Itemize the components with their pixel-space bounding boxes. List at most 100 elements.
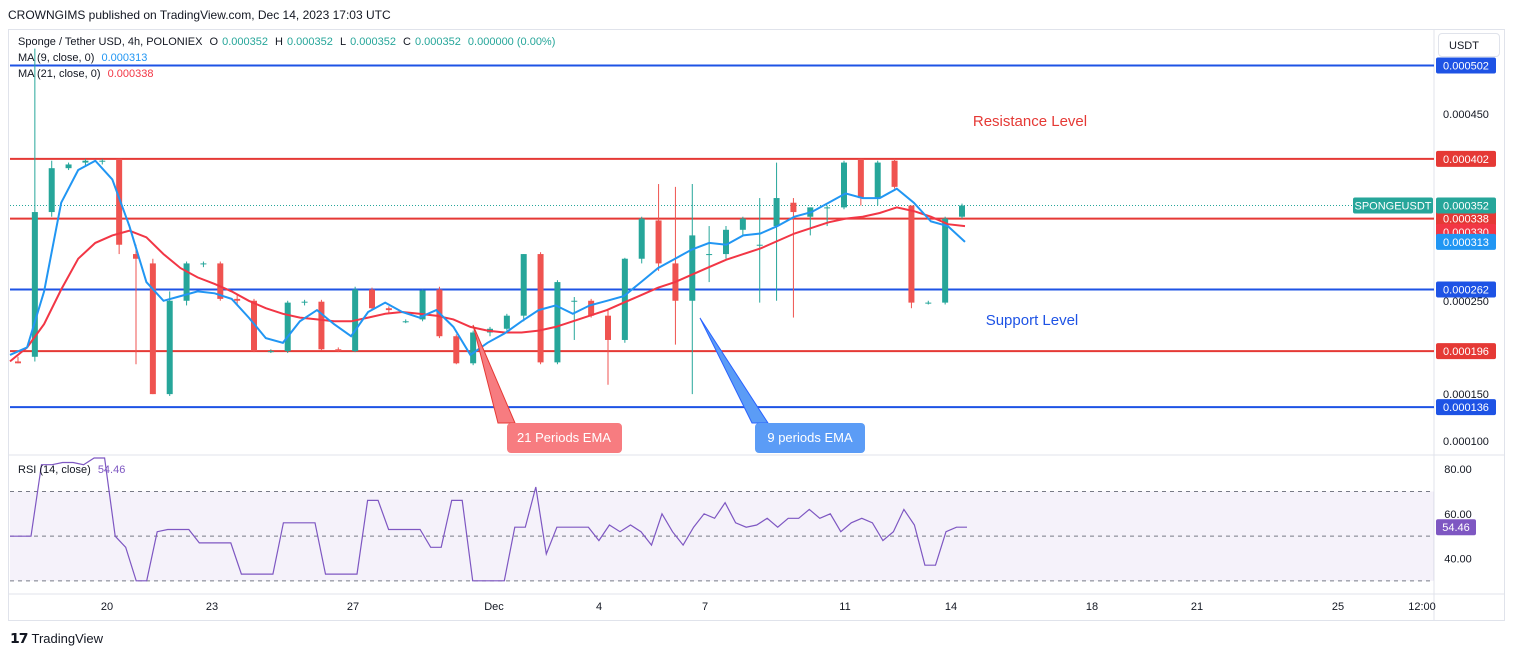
rsi-legend: RSI (14, close) 54.46 — [18, 464, 129, 476]
candle-body — [790, 202, 797, 213]
candle-body — [166, 300, 173, 395]
candle-body — [756, 244, 763, 246]
candle-body — [133, 254, 139, 259]
ma9-legend: MA (9, close, 0) 0.000313 — [18, 52, 151, 64]
time-tick-label: Dec — [484, 601, 504, 613]
ohlc-c-value: 0.000352 — [414, 36, 461, 48]
candle-body — [470, 332, 477, 364]
price-badge-label: 0.000313 — [1443, 237, 1489, 249]
candle-body — [385, 308, 392, 311]
tradingview-mark-icon: 𝟭𝟳 — [10, 630, 29, 646]
level-badge-label: 0.000262 — [1443, 285, 1489, 297]
symbol-legend: Sponge / Tether USD, 4h, POLONIEX O 0.000… — [18, 36, 559, 48]
symbol-name: Sponge / Tether USD, 4h, POLONIEX — [18, 36, 203, 48]
time-tick-label: 18 — [1086, 601, 1098, 613]
rsi-value: 54.46 — [97, 464, 126, 476]
candle-body — [402, 321, 409, 323]
candle-body — [874, 162, 881, 199]
candle-body — [723, 229, 729, 255]
candle-body — [908, 205, 915, 303]
time-tick-label: 27 — [347, 601, 359, 613]
candle-body — [554, 282, 561, 363]
time-tick-label: 11 — [839, 601, 850, 613]
price-tick-label: 0.000450 — [1443, 109, 1489, 121]
ma9-label: MA (9, close, 0) — [18, 52, 95, 64]
candle-body — [99, 160, 106, 162]
ohlc-l-value: 0.000352 — [350, 36, 396, 48]
candle-body — [116, 158, 123, 245]
candle-body — [959, 205, 965, 217]
symbol-tag — [1353, 197, 1433, 214]
ohlc-c-label: C — [403, 36, 411, 48]
time-tick-label: 7 — [702, 601, 708, 613]
candle-body — [621, 258, 628, 340]
level-badge — [1436, 57, 1496, 74]
publisher-line: CROWNGIMS published on TradingView.com, … — [8, 8, 391, 22]
level-badge-label: 0.000338 — [1443, 214, 1489, 226]
symbol-tag-label: SPONGEUSDT — [1354, 201, 1431, 213]
ema9-callout-label: 9 periods EMA — [767, 430, 853, 445]
candle-body — [925, 302, 932, 304]
candle-body — [31, 212, 38, 357]
ema21-callout-label: 21 Periods EMA — [517, 430, 611, 445]
candle-body — [588, 300, 595, 316]
rsi-tick-label: 60.00 — [1444, 509, 1472, 521]
ma21-label: MA (21, close, 0) — [18, 68, 101, 80]
candle-body — [284, 302, 291, 352]
level-badge-label: 0.000136 — [1443, 402, 1489, 414]
candle-body — [301, 301, 308, 303]
price-badge-label: 0.000352 — [1443, 201, 1489, 213]
time-tick-label: 25 — [1332, 601, 1344, 613]
rsi-tick-label: 80.00 — [1444, 464, 1472, 476]
ma21-legend: MA (21, close, 0) 0.000338 — [18, 68, 158, 80]
candle-body — [419, 290, 426, 320]
time-tick-label: 20 — [101, 601, 113, 613]
candle-body — [318, 301, 325, 350]
candle-body — [520, 254, 527, 316]
candle-body — [706, 254, 713, 256]
candle-body — [335, 349, 342, 352]
currency-button[interactable]: USDT — [1438, 33, 1500, 57]
ohlc-o-value: 0.000352 — [222, 36, 268, 48]
rsi-label: RSI (14, close) — [18, 464, 91, 476]
candle-body — [638, 218, 645, 259]
support-annotation: Support Level — [986, 312, 1079, 329]
ohlc-h-label: H — [275, 36, 283, 48]
candle-body — [857, 158, 864, 199]
candle-body — [369, 289, 375, 309]
candle-body — [605, 315, 611, 340]
candle-body — [453, 336, 460, 364]
candle-body — [267, 351, 274, 353]
level-badge-label: 0.000196 — [1443, 346, 1489, 358]
candle-body — [65, 164, 72, 169]
candle-body — [841, 162, 847, 208]
candle-body — [824, 207, 831, 209]
candle-body — [689, 235, 696, 301]
level-badge — [1436, 343, 1496, 360]
ma9-value: 0.000313 — [101, 52, 148, 64]
time-tick-label: 23 — [206, 601, 218, 613]
tradingview-logo[interactable]: 𝟭𝟳 TradingView — [10, 630, 103, 647]
tradingview-wordmark: TradingView — [31, 631, 104, 646]
chart-frame — [8, 29, 1505, 621]
candle-body — [217, 263, 224, 299]
candle-body — [942, 218, 949, 303]
resistance-annotation: Resistance Level — [973, 113, 1087, 130]
candle-body — [739, 218, 746, 230]
candle-body — [234, 298, 241, 301]
rsi-line — [10, 457, 967, 582]
level-badge-label: 0.000502 — [1443, 60, 1489, 72]
price-tick-label: 0.000150 — [1443, 389, 1489, 401]
ohlc-h-value: 0.000352 — [286, 36, 333, 48]
level-badge — [1436, 210, 1496, 227]
candle-body — [773, 198, 780, 227]
time-tick-label: 21 — [1191, 601, 1203, 613]
level-badge — [1436, 281, 1496, 298]
candle-body — [655, 220, 662, 264]
level-badge — [1436, 399, 1496, 416]
rsi-badge — [1436, 519, 1476, 536]
ma21-line — [9, 206, 966, 363]
time-tick-label: 4 — [596, 601, 602, 613]
ohlc-l-label: L — [339, 36, 347, 48]
